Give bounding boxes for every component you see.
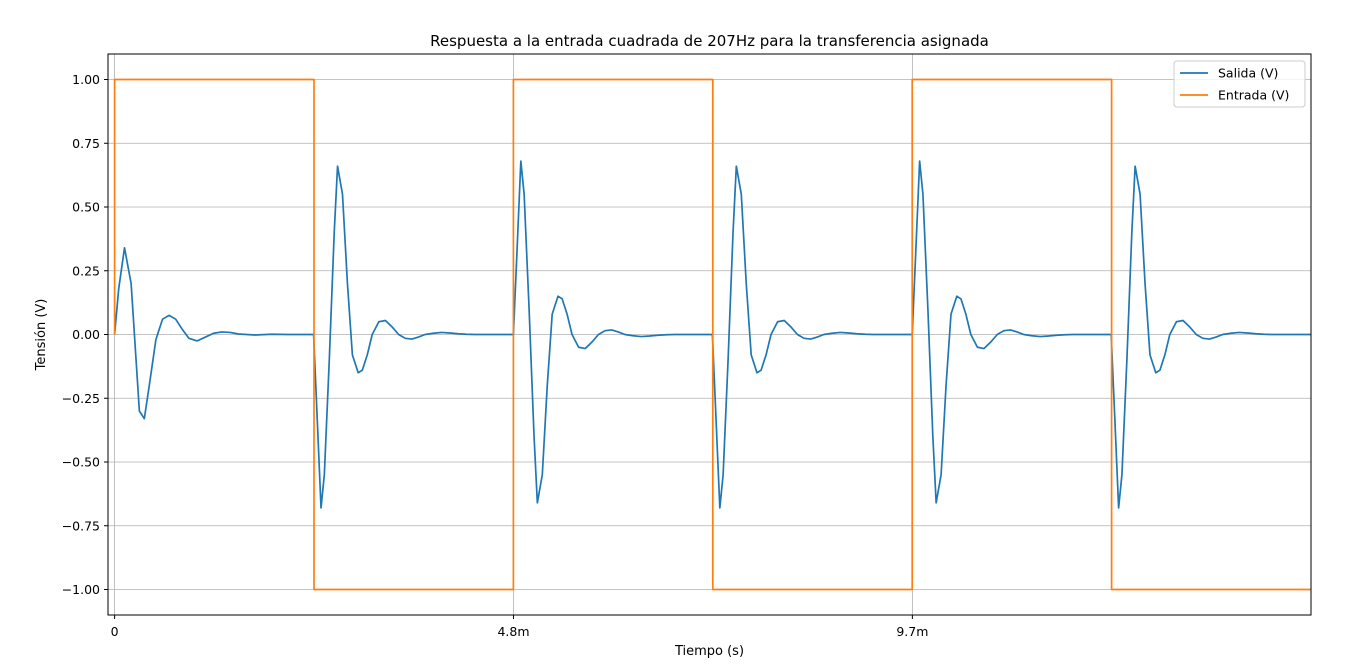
x-axis-label: Tiempo (s) (674, 644, 744, 659)
y-tick-label: −0.25 (62, 391, 100, 406)
y-axis-label: Tensión (V) (34, 299, 49, 372)
y-tick-label: −0.50 (62, 455, 100, 470)
y-tick-label: 0.25 (72, 263, 100, 278)
y-tick-label: 0.50 (72, 200, 100, 215)
y-tick-label: −1.00 (62, 582, 100, 597)
legend-label: Entrada (V) (1218, 88, 1289, 103)
ticks: 1.00 0.75 0.50 0.25 0.00 −0.25 −0.50 −0.75 −1.00… (62, 72, 929, 639)
y-tick-label: −0.75 (62, 518, 100, 533)
series-line-entrada (113, 78, 1311, 591)
legend-label: Salida (V) (1218, 66, 1278, 81)
y-tick-label: 0.75 (72, 136, 100, 151)
series-group (113, 78, 1311, 591)
x-tick-label: 9.7m (896, 624, 928, 639)
y-tick-label: 0.00 (72, 327, 100, 342)
x-tick-label: 4.8m (497, 624, 529, 639)
x-tick-label: 0 (111, 624, 119, 639)
legend: Salida (V) Entrada (V) (1173, 60, 1306, 108)
y-tick-label: 1.00 (72, 72, 100, 87)
chart-title: Respuesta a la entrada cuadrada de 207Hz… (430, 32, 989, 50)
